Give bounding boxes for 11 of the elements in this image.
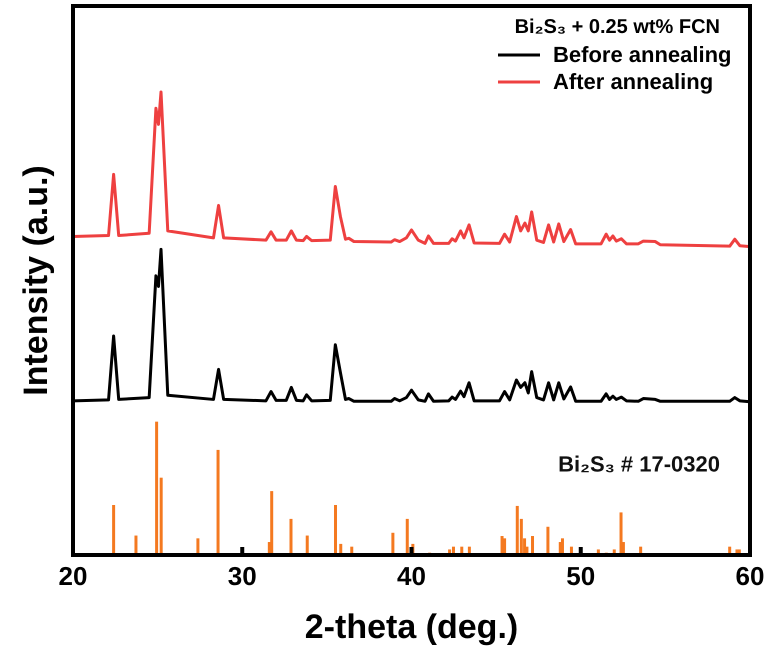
x-tick-label: 40 [397, 561, 426, 591]
legend-label: After annealing [553, 69, 714, 94]
legend-title: Bi₂S₃ + 0.25 wt% FCN [514, 16, 720, 38]
legend-label: Before annealing [553, 42, 732, 67]
y-axis-title: Intensity (a.u.) [17, 165, 55, 396]
x-tick-label: 50 [566, 561, 596, 591]
annotation: Bi₂S₃ # 17-0320 [558, 452, 720, 477]
x-axis-title: 2-theta (deg.) [304, 608, 518, 646]
x-tick-label: 20 [58, 561, 88, 591]
x-tick-label: 60 [736, 561, 764, 591]
x-tick-label: 30 [228, 561, 257, 591]
